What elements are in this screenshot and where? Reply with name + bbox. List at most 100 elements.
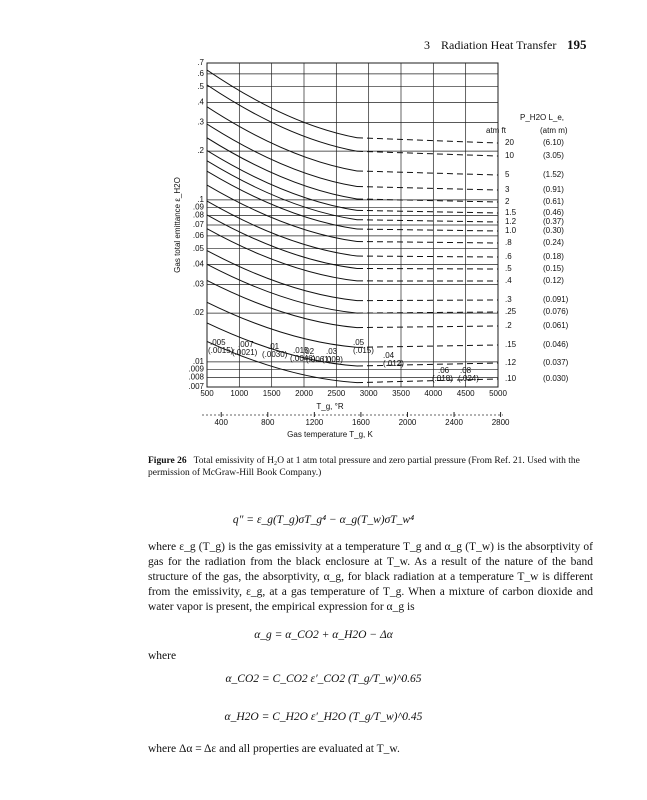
- curve-label: .15: [505, 340, 517, 349]
- curve-label: 5: [505, 170, 510, 179]
- curve: [356, 255, 498, 258]
- inner-label: .007: [238, 340, 254, 349]
- curve: [207, 200, 358, 257]
- curve-label: (0.91): [543, 185, 564, 194]
- curve: [356, 198, 498, 203]
- x-tick-label: 4500: [457, 389, 475, 398]
- x-tick-label: 3500: [392, 389, 410, 398]
- curve: [207, 322, 358, 367]
- x-tick-label: 1500: [263, 389, 281, 398]
- curve: [356, 209, 498, 214]
- curve-label: 2: [505, 197, 510, 206]
- curve-label: (0.037): [543, 358, 569, 367]
- curve: [207, 150, 358, 211]
- curve: [356, 267, 498, 270]
- inner-label: .02: [303, 347, 315, 356]
- x-tick-label: 2800: [492, 418, 510, 427]
- inner-label: .05: [353, 338, 365, 347]
- inner-label: .08: [460, 366, 472, 375]
- x-tick-label: 1200: [305, 418, 323, 427]
- curve-label: .8: [505, 238, 512, 247]
- x-axis-label: T_g, °R: [316, 402, 343, 411]
- inner-label: (.015): [353, 346, 374, 355]
- curve-label: (3.05): [543, 151, 564, 160]
- y-tick-label: .09: [193, 202, 205, 211]
- inner-label: .005: [210, 338, 226, 347]
- curve-label: (0.12): [543, 276, 564, 285]
- legend-title: P_H2O L_e,: [520, 113, 564, 122]
- x-tick-label: 3000: [360, 389, 378, 398]
- section: Radiation Heat Transfer: [441, 38, 557, 52]
- y-tick-label: .008: [188, 373, 204, 382]
- curve: [356, 150, 498, 157]
- curve-label: (6.10): [543, 138, 564, 147]
- curve: [207, 214, 358, 269]
- inner-label: .03: [326, 347, 338, 356]
- equation: α_H2O = C_H2O ε′_H2O (T_g/T_w)^0.45: [224, 711, 423, 723]
- x-tick-label: 400: [215, 418, 229, 427]
- x-axis-label: Gas temperature T_g, K: [287, 430, 373, 439]
- inner-label: (.0021): [232, 348, 258, 357]
- curve-label: (0.046): [543, 340, 569, 349]
- inner-label: .01: [268, 342, 280, 351]
- curve-label: 20: [505, 138, 514, 147]
- inner-label: .06: [438, 366, 450, 375]
- paragraph: where Δα = Δε and all properties are eva…: [148, 743, 400, 755]
- curve-label: 1.5: [505, 208, 517, 217]
- y-tick-label: .07: [193, 220, 205, 229]
- x-tick-label: 2000: [295, 389, 313, 398]
- curve-label: .5: [505, 264, 512, 273]
- y-tick-label: .04: [193, 259, 205, 268]
- curve: [207, 160, 358, 221]
- curve: [356, 137, 498, 144]
- x-tick-label: 2500: [327, 389, 345, 398]
- curve: [207, 106, 358, 172]
- y-tick-label: .1: [197, 195, 204, 204]
- x-tick-label: 2400: [445, 418, 463, 427]
- curve: [207, 340, 358, 384]
- curve-label: (0.46): [543, 208, 564, 217]
- caption: Figure 26 Total emissivity of H₂O at 1 a…: [148, 455, 593, 479]
- caption-label: Figure 26: [148, 456, 187, 466]
- inner-label: .015: [293, 346, 309, 355]
- x-tick-label: 1000: [230, 389, 248, 398]
- inner-label: (.0046): [290, 354, 316, 363]
- legend-unit: atm ft: [486, 126, 507, 135]
- curve: [356, 219, 498, 223]
- curve: [356, 299, 498, 302]
- y-tick-label: .08: [193, 211, 205, 220]
- curve: [207, 184, 358, 242]
- curve-label: 1.2: [505, 217, 517, 226]
- curve-label: (0.15): [543, 264, 564, 273]
- curve: [207, 137, 358, 200]
- curve: [356, 170, 498, 176]
- curve-label: .3: [505, 295, 512, 304]
- y-tick-label: .2: [197, 146, 204, 155]
- curve-label: 1.0: [505, 226, 517, 235]
- y-tick-label: .4: [197, 97, 204, 106]
- curve: [356, 378, 498, 384]
- curve-label: (0.076): [543, 307, 569, 316]
- y-tick-label: .01: [193, 357, 205, 366]
- y-tick-label: .6: [197, 69, 204, 78]
- inner-label: .04: [383, 351, 395, 360]
- page-number: 195: [567, 37, 587, 52]
- curve: [356, 362, 498, 367]
- curve: [207, 69, 358, 139]
- curve-label: (0.61): [543, 197, 564, 206]
- curve: [207, 301, 358, 348]
- curve-label: .4: [505, 276, 512, 285]
- curve: [356, 325, 498, 329]
- curve-label: (0.37): [543, 217, 564, 226]
- curve: [207, 280, 358, 329]
- y-tick-label: .03: [193, 280, 205, 289]
- curve-label: (0.24): [543, 238, 564, 247]
- inner-label: (.024): [458, 374, 479, 383]
- curve-label: 10: [505, 151, 514, 160]
- y-tick-label: .02: [193, 308, 205, 317]
- curve-label: (0.061): [543, 321, 569, 330]
- curve-label: .10: [505, 374, 517, 383]
- paragraph: where ε_g (T_g) is the gas emissivity at…: [148, 541, 593, 613]
- curve: [207, 170, 358, 230]
